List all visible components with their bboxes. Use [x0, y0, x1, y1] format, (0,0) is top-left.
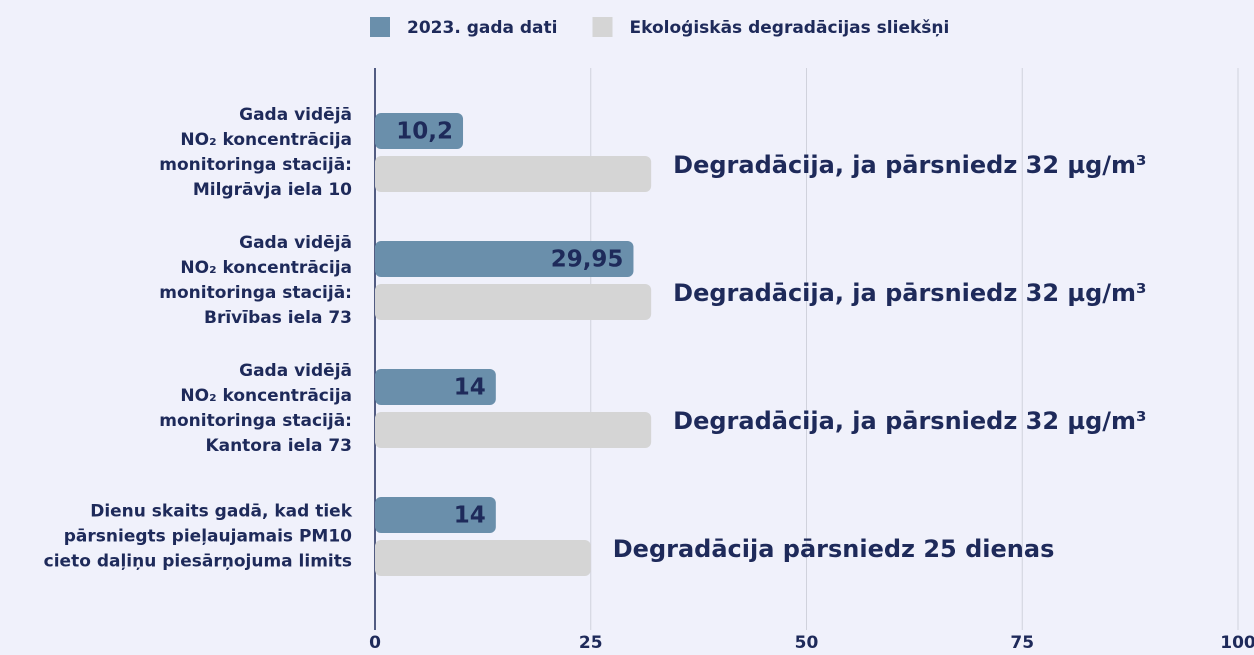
category-label: monitoringa stacijā:: [159, 411, 352, 431]
value-label: 10,2: [396, 119, 453, 145]
x-tick-label: 100: [1220, 633, 1254, 653]
x-tick-label: 50: [795, 633, 819, 653]
category-label: NO₂ koncentrācija: [180, 130, 352, 150]
category-label: Dienu skaits gadā, kad tiek: [90, 502, 352, 522]
legend-label: 2023. gada dati: [407, 18, 558, 38]
category-label: NO₂ koncentrācija: [180, 258, 352, 278]
bar: [375, 412, 652, 448]
value-label: 29,95: [551, 247, 624, 273]
bar: [375, 497, 496, 533]
category-label: monitoringa stacijā:: [159, 283, 352, 303]
value-label: Degradācija, ja pārsniedz 32 µg/m³: [673, 279, 1146, 307]
category-label: Gada vidējā: [239, 361, 352, 381]
value-label: Degradācija, ja pārsniedz 32 µg/m³: [673, 407, 1146, 435]
x-tick-label: 75: [1010, 633, 1034, 653]
category-label: NO₂ koncentrācija: [180, 386, 352, 406]
x-tick-label: 0: [369, 633, 381, 653]
category-label: Gada vidējā: [239, 233, 352, 253]
value-label: Degradācija pārsniedz 25 dienas: [613, 535, 1055, 563]
bar: [375, 369, 496, 405]
legend-swatch: [592, 17, 613, 37]
category-label: pārsniegts pieļaujamais PM10: [64, 527, 352, 547]
value-label: 14: [454, 503, 486, 529]
category-label: Milgrāvja iela 10: [193, 180, 352, 200]
bar: [375, 156, 652, 192]
x-tick-label: 25: [579, 633, 603, 653]
category-label: monitoringa stacijā:: [159, 155, 352, 175]
bar: [375, 540, 591, 576]
value-label: Degradācija, ja pārsniedz 32 µg/m³: [673, 151, 1146, 179]
bar: [375, 113, 464, 149]
bar: [375, 241, 634, 277]
bar: [375, 284, 652, 320]
category-label: cieto daļiņu piesārņojuma limits: [44, 552, 352, 572]
legend-label: Ekoloģiskās degradācijas sliekšņi: [630, 18, 950, 38]
legend-swatch: [370, 17, 390, 37]
category-label: Gada vidējā: [239, 105, 352, 125]
value-label: 14: [454, 375, 486, 401]
category-label: Brīvības iela 73: [204, 308, 352, 328]
category-label: Kantora iela 73: [205, 436, 352, 456]
